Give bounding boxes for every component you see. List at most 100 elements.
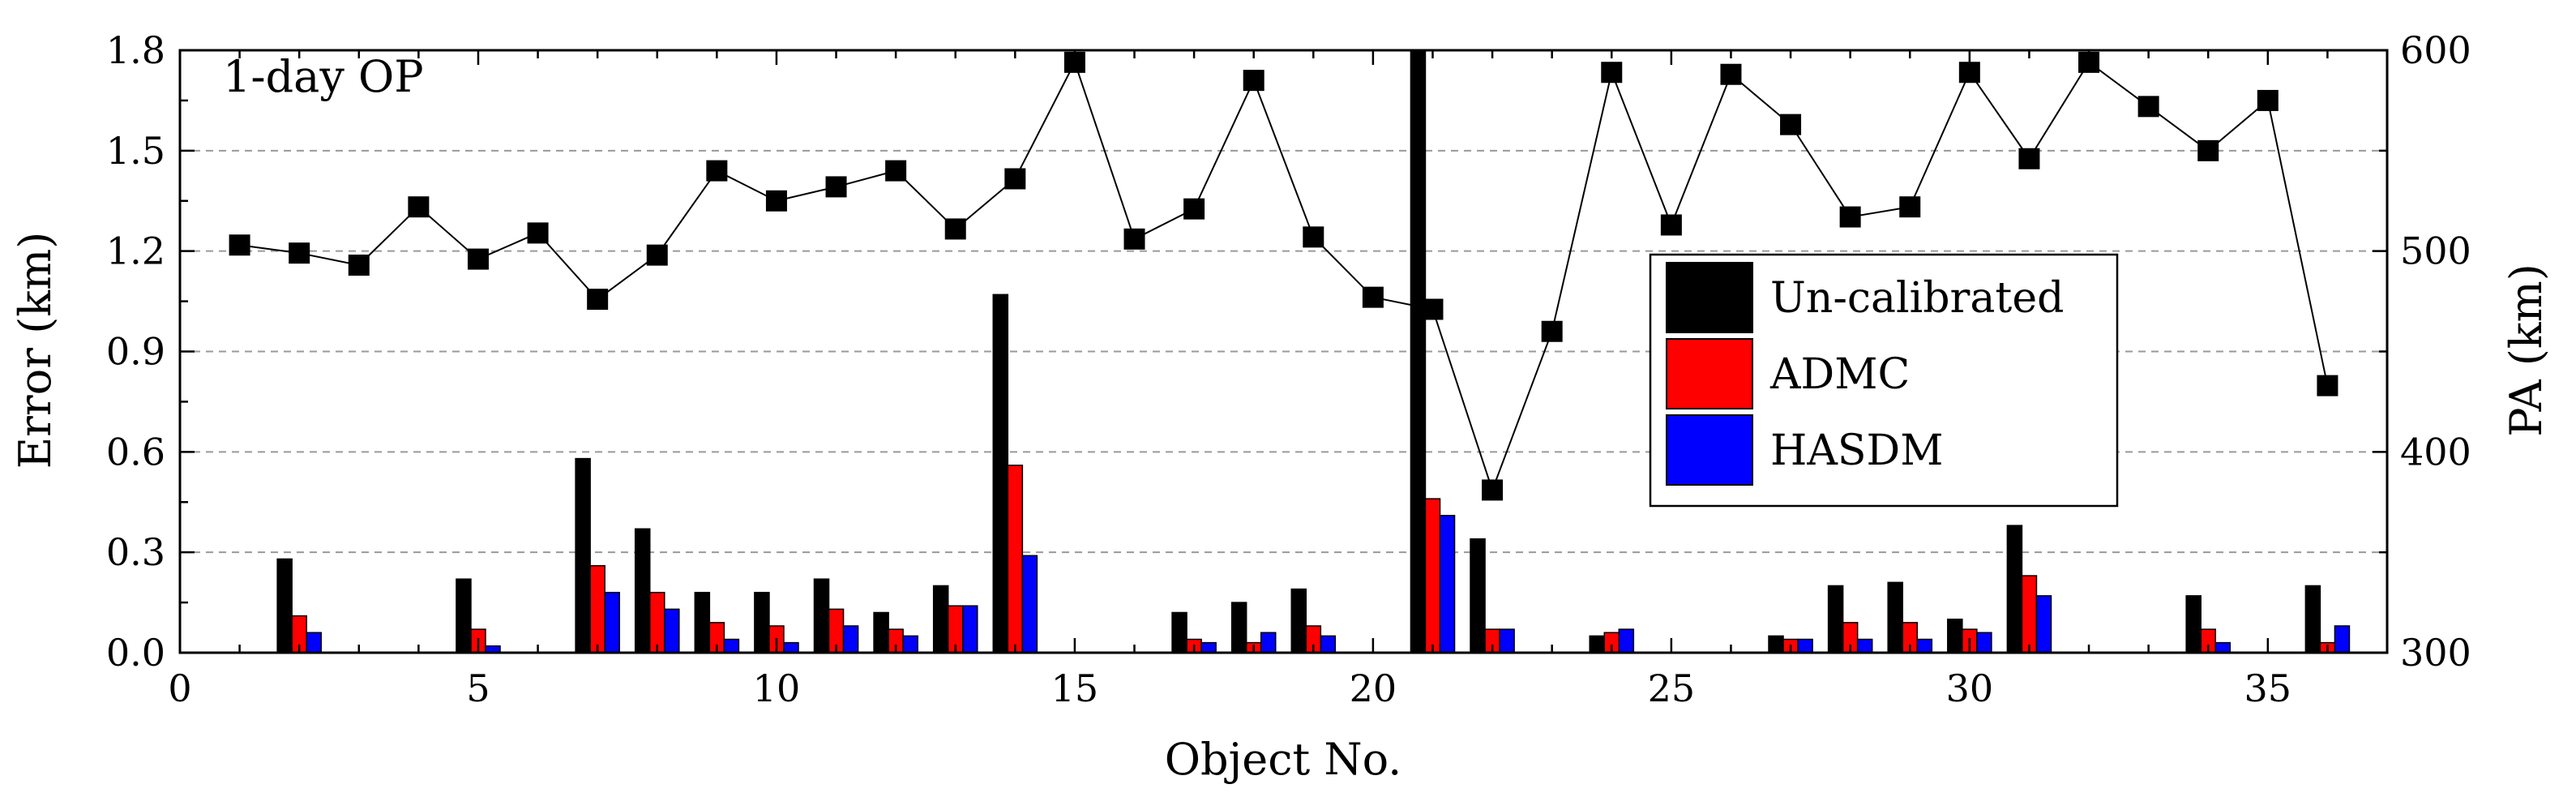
bar-hasdm-7: [604, 591, 620, 654]
bar-un-calibrated-27: [1768, 635, 1784, 654]
y-left-tick-label: 1.5: [106, 129, 165, 173]
y-right-tick-label: 500: [2400, 229, 2471, 273]
bar-hasdm-10: [783, 641, 799, 654]
x-axis-title: Object No.: [1165, 734, 1402, 785]
bar-un-calibrated-31: [2006, 525, 2023, 654]
x-tick-label: 25: [1648, 666, 1696, 710]
bar-un-calibrated-13: [932, 585, 949, 654]
bar-hasdm-8: [664, 608, 680, 654]
bar-hasdm-29: [1916, 638, 1933, 654]
legend: Un-calibrated ADMC HASDM: [1649, 253, 2119, 508]
pa-marker-21: [1422, 298, 1444, 320]
bar-un-calibrated-8: [634, 528, 651, 654]
bar-un-calibrated-12: [873, 611, 889, 654]
bar-hasdm-34: [2214, 641, 2232, 654]
x-tick-label: 20: [1350, 666, 1397, 710]
y-axis-title-right: PA (km): [2501, 264, 2552, 437]
x-tick-label: 15: [1051, 666, 1099, 710]
bar-un-calibrated-5: [456, 578, 472, 654]
bar-hasdm-28: [1856, 638, 1873, 654]
bar-un-calibrated-14: [992, 294, 1009, 654]
pa-marker-2: [289, 242, 310, 264]
pa-marker-29: [1899, 196, 1921, 218]
pa-marker-7: [587, 289, 609, 311]
legend-label-uncalibrated: Un-calibrated: [1770, 274, 2064, 323]
legend-label-admc: ADMC: [1769, 350, 1910, 399]
bar-un-calibrated-17: [1171, 611, 1187, 654]
bar-admc-8: [648, 591, 665, 654]
pa-marker-13: [944, 218, 966, 240]
bar-un-calibrated-28: [1827, 585, 1844, 654]
y-left-tick-label: 0.3: [106, 530, 165, 574]
pa-marker-33: [2137, 96, 2159, 118]
bar-un-calibrated-11: [813, 578, 830, 654]
bar-hasdm-36: [2334, 625, 2351, 654]
tick-labels: 0 5 10 15 20 25 30 35 0.0 0.3 0.6 0.9 1.2 1.5 1.8 300 40…: [106, 28, 2471, 710]
pa-marker-30: [1958, 62, 1980, 84]
bar-un-calibrated-9: [694, 591, 711, 654]
pa-marker-3: [348, 255, 370, 276]
bar-un-calibrated-29: [1887, 581, 1903, 654]
y-right-tick-label: 400: [2400, 430, 2471, 474]
bar-admc-21: [1424, 498, 1441, 654]
pa-marker-5: [467, 248, 489, 270]
x-tick-label: 35: [2244, 666, 2292, 710]
bar-hasdm-19: [1320, 635, 1337, 654]
pa-marker-19: [1303, 226, 1324, 248]
pa-marker-9: [706, 160, 728, 182]
pa-marker-36: [2317, 375, 2339, 396]
pa-marker-22: [1482, 479, 1504, 501]
pa-polyline: [239, 60, 2329, 493]
bar-un-calibrated-36: [2304, 585, 2321, 654]
pa-marker-8: [646, 244, 668, 266]
axes: [178, 49, 2389, 654]
x-tick-label: 30: [1946, 666, 1994, 710]
bar-hasdm-31: [2035, 595, 2052, 654]
legend-swatch-hasdm: [1666, 414, 1753, 486]
y-left-tick-label: 0.0: [106, 631, 165, 675]
bar-un-calibrated-18: [1230, 602, 1247, 654]
y-right-tick-label: 600: [2400, 28, 2471, 72]
bar-un-calibrated-10: [754, 591, 770, 654]
pa-marker-6: [527, 222, 549, 244]
pa-marker-27: [1780, 114, 1802, 135]
pa-marker-25: [1660, 214, 1682, 236]
chart-annotation: 1-day OP: [223, 51, 424, 102]
y-left-tick-label: 1.2: [106, 229, 165, 273]
pa-marker-16: [1123, 228, 1145, 250]
bar-un-calibrated-22: [1470, 538, 1486, 654]
bar-hasdm-12: [902, 635, 918, 654]
bar-hasdm-30: [1976, 632, 1992, 654]
pa-marker-18: [1243, 70, 1264, 92]
bar-un-calibrated-7: [575, 457, 591, 654]
y-left-tick-label: 1.8: [106, 28, 165, 72]
bars: [276, 49, 2351, 654]
pa-marker-34: [2197, 139, 2219, 161]
bar-hasdm-24: [1618, 628, 1635, 654]
bar-un-calibrated-34: [2185, 595, 2202, 654]
bar-hasdm-27: [1797, 638, 1813, 654]
pa-marker-28: [1839, 206, 1861, 228]
bar-un-calibrated-30: [1947, 618, 1963, 654]
bar-hasdm-22: [1499, 628, 1515, 654]
bar-hasdm-13: [961, 605, 978, 654]
bar-un-calibrated-2: [276, 558, 293, 654]
pa-marker-31: [2018, 148, 2040, 169]
bar-admc-31: [2021, 575, 2038, 654]
y-right-tick-label: 300: [2400, 631, 2471, 675]
pa-marker-1: [229, 234, 250, 256]
x-tick-label: 0: [168, 666, 191, 710]
pa-marker-20: [1362, 286, 1384, 308]
y-axis-title-left: Error (km): [10, 232, 61, 469]
legend-swatch-admc: [1666, 338, 1753, 409]
bar-hasdm-21: [1439, 515, 1456, 654]
pa-marker-10: [765, 190, 787, 212]
legend-label-hasdm: HASDM: [1770, 426, 1943, 475]
pa-marker-14: [1004, 168, 1026, 190]
x-tick-label: 10: [753, 666, 801, 710]
pa-marker-11: [825, 176, 847, 198]
pa-marker-4: [408, 196, 430, 218]
bar-hasdm-14: [1021, 555, 1038, 654]
grid-lines: [180, 149, 2387, 554]
